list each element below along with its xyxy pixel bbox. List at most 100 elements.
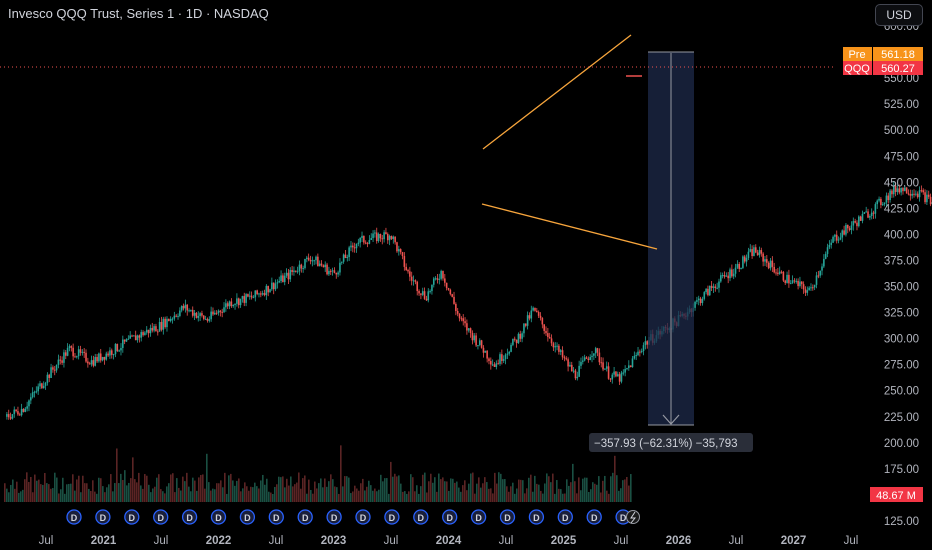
dividend-marker[interactable]: D bbox=[442, 509, 458, 525]
candle-body bbox=[101, 356, 104, 361]
drawing-overlays[interactable]: −357.93 (−62.31%) −35,793 D D D D D D D D D D D D D D D… bbox=[0, 34, 836, 525]
time-axis[interactable]: Jul 2021 Jul 2022 Jul 2023 Jul 2024 Jul 2025 Jul 20… bbox=[39, 535, 859, 547]
candle-body bbox=[775, 272, 777, 274]
dividend-marker[interactable]: D bbox=[586, 509, 602, 525]
candle-body bbox=[164, 318, 166, 328]
dividend-marker[interactable]: D bbox=[181, 509, 198, 525]
dividend-icon-letter: D bbox=[215, 513, 222, 523]
candle-body bbox=[125, 339, 128, 342]
dividend-marker[interactable]: D bbox=[413, 509, 429, 525]
candle-body bbox=[633, 355, 636, 359]
candle-body bbox=[508, 351, 511, 354]
candle-body bbox=[386, 234, 389, 241]
dividend-marker[interactable]: D bbox=[153, 509, 169, 525]
candle-body bbox=[149, 327, 152, 334]
candle-body bbox=[296, 271, 299, 273]
volume-bar bbox=[268, 491, 270, 502]
candle-body bbox=[372, 233, 374, 239]
candle-body bbox=[50, 367, 52, 378]
candle-body bbox=[421, 291, 424, 295]
dividend-marker[interactable]: D bbox=[355, 509, 371, 525]
candle-body bbox=[754, 247, 757, 253]
candle-body bbox=[236, 298, 238, 304]
candle-body bbox=[749, 249, 752, 252]
candle-body bbox=[824, 253, 827, 259]
price-axis[interactable]: 600.00575.00550.00525.00500.00475.00450.… bbox=[884, 21, 919, 528]
currency-button[interactable]: USD bbox=[875, 4, 923, 26]
candle-body bbox=[876, 200, 879, 205]
candle-body bbox=[850, 225, 853, 230]
candle-body bbox=[788, 274, 790, 284]
candle-body bbox=[239, 298, 242, 306]
dividend-marker[interactable]: D bbox=[239, 509, 256, 525]
dividend-marker[interactable]: D bbox=[470, 509, 487, 525]
candle-body bbox=[98, 353, 100, 362]
volume-bar bbox=[468, 483, 470, 502]
volume-bar bbox=[502, 479, 504, 502]
candle-body bbox=[460, 318, 463, 320]
volume-bar bbox=[52, 488, 54, 502]
candle-body bbox=[543, 324, 545, 331]
candle-body bbox=[322, 265, 325, 268]
volume-bar bbox=[82, 475, 84, 502]
candle-body bbox=[837, 239, 840, 241]
volume-bar bbox=[566, 479, 568, 502]
candle-body bbox=[328, 270, 330, 275]
candle-body bbox=[223, 307, 225, 313]
volume-bar bbox=[94, 491, 96, 502]
dividend-marker[interactable]: D bbox=[95, 509, 111, 525]
volume-bar bbox=[442, 477, 444, 502]
dividend-marker[interactable]: D bbox=[124, 509, 140, 525]
volume-bar bbox=[590, 489, 592, 502]
candle-body bbox=[35, 391, 38, 393]
candle-body bbox=[852, 221, 855, 226]
volume-bar bbox=[114, 483, 116, 502]
candle-body bbox=[909, 194, 912, 196]
volume-bar bbox=[286, 478, 288, 502]
dividend-marker[interactable]: D bbox=[268, 509, 284, 525]
volume-bar bbox=[294, 484, 296, 502]
candle-body bbox=[828, 244, 831, 248]
candle-body bbox=[859, 216, 862, 221]
volume-bar bbox=[480, 487, 482, 502]
volume-bar bbox=[206, 453, 208, 502]
volume-bar bbox=[360, 483, 362, 502]
volume-bar bbox=[196, 490, 198, 502]
candle-body bbox=[436, 278, 439, 280]
candle-body bbox=[635, 355, 637, 357]
candle-body bbox=[554, 346, 557, 348]
volume-bar bbox=[488, 488, 490, 502]
dividend-marker[interactable]: D bbox=[210, 509, 227, 525]
dividend-marker[interactable]: D bbox=[557, 509, 573, 525]
volume-bar bbox=[312, 493, 314, 502]
dividend-marker[interactable]: D bbox=[384, 509, 400, 525]
volume-bar bbox=[178, 487, 180, 502]
candle-body bbox=[920, 190, 923, 192]
candle-body bbox=[28, 400, 30, 407]
candle-body bbox=[482, 347, 485, 353]
volume-bar bbox=[74, 490, 76, 502]
volume-bar bbox=[334, 486, 336, 502]
candle-body bbox=[526, 315, 529, 326]
volume-bar bbox=[130, 478, 132, 502]
dividend-marker[interactable]: D bbox=[326, 509, 342, 525]
dividend-marker[interactable]: D bbox=[528, 509, 545, 525]
candle-body bbox=[317, 256, 319, 267]
candle-body bbox=[260, 293, 262, 295]
volume-bar bbox=[218, 483, 220, 502]
dividend-marker[interactable]: D bbox=[499, 509, 516, 525]
candle-body bbox=[112, 354, 115, 356]
candle-body bbox=[228, 301, 231, 307]
candle-body bbox=[412, 280, 415, 282]
volume-bar bbox=[378, 489, 380, 502]
volume-bar bbox=[232, 480, 234, 502]
dividend-marker[interactable]: D bbox=[66, 509, 82, 525]
candle-body bbox=[620, 372, 623, 382]
candle-body bbox=[68, 346, 71, 348]
volume-bar bbox=[576, 493, 578, 502]
y-tick-label: 350.00 bbox=[884, 282, 919, 294]
candle-body bbox=[532, 307, 534, 311]
x-tick-label: Jul bbox=[154, 535, 169, 547]
dividend-marker[interactable]: D bbox=[297, 509, 313, 525]
